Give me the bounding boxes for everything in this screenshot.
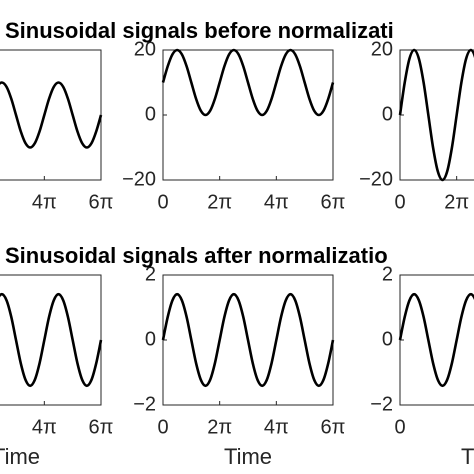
y-tick-label: −20 xyxy=(122,168,156,190)
y-tick-label: 2 xyxy=(145,263,156,285)
y-tick-label: 0 xyxy=(382,103,393,125)
x-axis-label: Time xyxy=(461,444,474,469)
y-tick-label: −20 xyxy=(359,168,393,190)
x-tick-label: 6π xyxy=(321,191,346,213)
x-tick-label: 2π xyxy=(207,416,232,438)
signal-line xyxy=(398,48,474,182)
x-tick-label: 4π xyxy=(32,416,57,438)
x-tick-label: 6π xyxy=(89,191,114,213)
y-tick-label: 0 xyxy=(145,103,156,125)
x-tick-label: 2π xyxy=(207,191,232,213)
x-tick-label: 0 xyxy=(157,416,168,438)
y-tick-label: 0 xyxy=(145,328,156,350)
x-axis-label: Time xyxy=(224,444,272,469)
x-tick-label: 4π xyxy=(32,191,57,213)
x-tick-label: 4π xyxy=(264,416,289,438)
y-tick-label: 2 xyxy=(382,263,393,285)
y-tick-label: −2 xyxy=(370,393,393,415)
panel-title: Sinusoidal signals before normalizati xyxy=(5,18,394,43)
signal-line xyxy=(161,48,335,117)
x-tick-label: 6π xyxy=(321,416,346,438)
y-tick-label: 0 xyxy=(382,328,393,350)
x-tick-label: 2π xyxy=(444,191,469,213)
x-tick-label: 6π xyxy=(89,416,114,438)
signal-line xyxy=(161,292,335,388)
x-tick-label: 0 xyxy=(394,191,405,213)
signal-line xyxy=(0,292,103,388)
signal-line xyxy=(398,292,474,388)
signal-line xyxy=(0,81,103,149)
x-tick-label: 0 xyxy=(394,416,405,438)
y-tick-label: 20 xyxy=(371,38,393,60)
panel-title: Sinusoidal signals after normalizatio xyxy=(5,243,388,268)
axes-box xyxy=(399,274,474,406)
y-tick-label: 20 xyxy=(134,38,156,60)
y-tick-label: −2 xyxy=(133,393,156,415)
x-tick-label: 4π xyxy=(264,191,289,213)
x-axis-label: Time xyxy=(0,444,40,469)
x-tick-label: 0 xyxy=(157,191,168,213)
